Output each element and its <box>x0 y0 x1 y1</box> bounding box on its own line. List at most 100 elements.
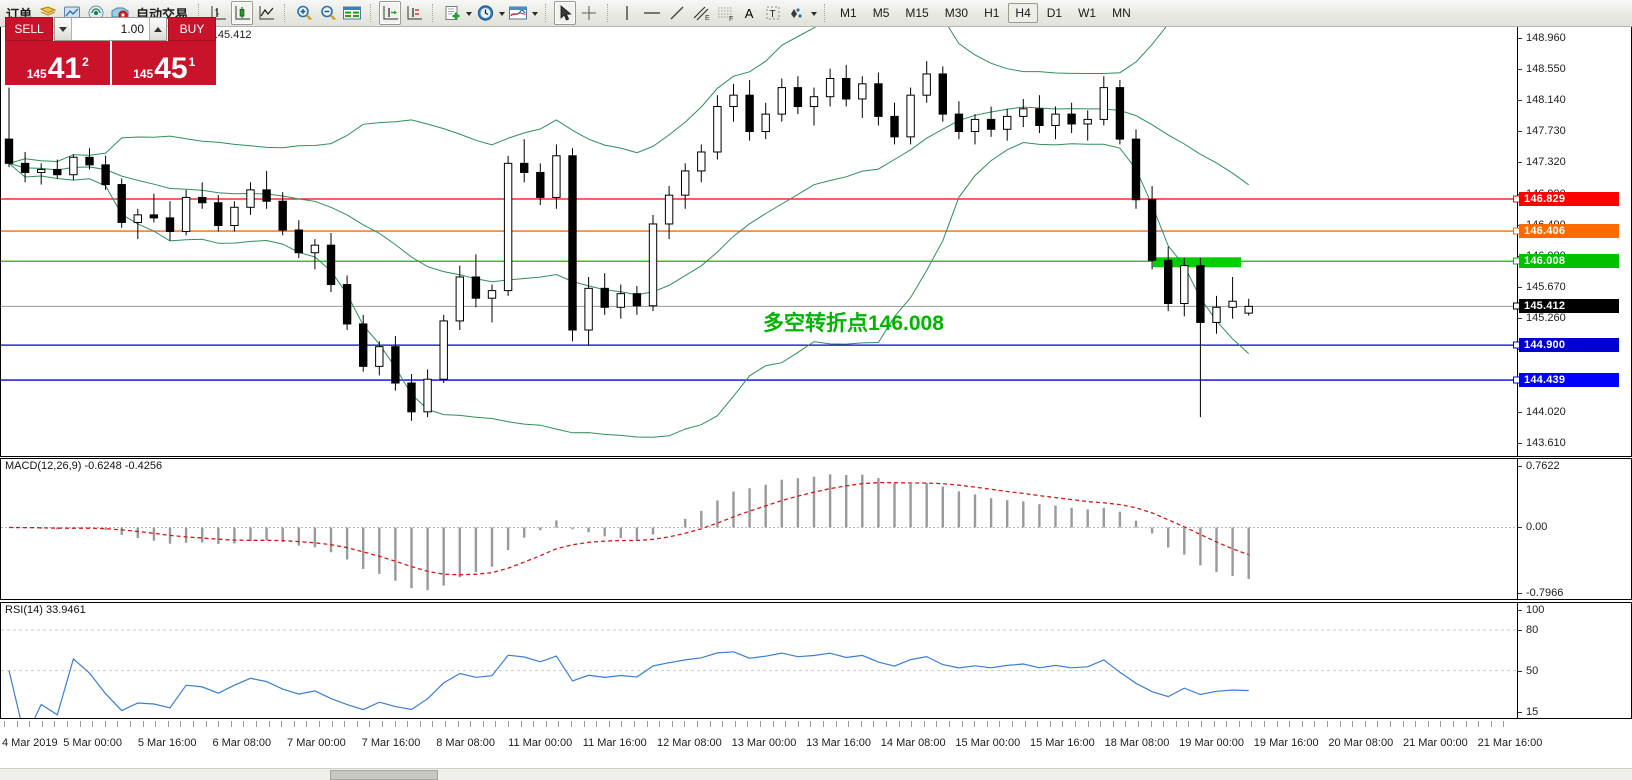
macd-header: MACD(12,26,9) -0.6248 -0.4256 <box>5 460 163 472</box>
time-axis[interactable]: 4 Mar 2019 5 Mar 00:00 5 Mar 16:00 6 Mar 08… <box>0 719 1632 759</box>
hline-icon[interactable] <box>640 1 664 25</box>
zoom-out-icon[interactable] <box>317 1 339 25</box>
price-tick: 143.610 <box>1518 437 1566 449</box>
time-tick <box>646 721 648 727</box>
new-chart-icon[interactable] <box>441 1 463 25</box>
macd-pane[interactable]: MACD(12,26,9) -0.6248 -0.4256 0.7622 0.00… <box>0 458 1632 600</box>
price-tick: 148.960 <box>1518 32 1566 44</box>
data-window-icon[interactable] <box>341 1 363 25</box>
time-label: 18 Mar 08:00 <box>1104 737 1170 749</box>
sell-price-quote[interactable]: 145 41 2 <box>5 41 110 85</box>
timeframe-h1[interactable]: H1 <box>984 6 1000 20</box>
resistance-level-label[interactable]: 146.829 <box>1519 192 1619 207</box>
lot-increase-button[interactable] <box>149 18 166 40</box>
vline-icon[interactable] <box>616 1 638 25</box>
support-level-label-1[interactable]: 144.900 <box>1519 338 1619 353</box>
chevron-down-icon[interactable] <box>530 1 539 25</box>
objects-icon[interactable] <box>786 1 808 25</box>
line-chart-icon[interactable] <box>255 1 277 25</box>
time-tick <box>923 721 925 727</box>
support-level-label-2[interactable]: 144.439 <box>1519 373 1619 388</box>
time-tick <box>936 721 938 727</box>
last-price-label-handle[interactable] <box>1513 302 1520 310</box>
chart-area[interactable]: ▲GBPJPY-,H4 145.323 145.511 145.290 145.… <box>0 27 1632 768</box>
chevron-down-icon[interactable] <box>497 1 506 25</box>
rsi-y-axis[interactable]: 100 80 50 15 <box>1517 603 1631 718</box>
broadcast-icon[interactable] <box>85 1 107 25</box>
time-tick <box>319 721 320 727</box>
price-plot[interactable]: 多空转折点146.008 <box>1 27 1517 456</box>
buy-button[interactable]: BUY <box>168 17 216 41</box>
rsi-pane[interactable]: RSI(14) 33.9461 100 80 50 15 <box>0 602 1632 719</box>
orange-level-label[interactable]: 146.406 <box>1519 224 1619 239</box>
resistance-level-label-handle[interactable] <box>1513 195 1520 203</box>
time-tick <box>1175 721 1177 727</box>
price-pane[interactable]: ▲GBPJPY-,H4 145.323 145.511 145.290 145.… <box>0 27 1632 457</box>
time-label: 13 Mar 00:00 <box>731 737 797 749</box>
time-label: 11 Mar 16:00 <box>582 737 647 749</box>
horizontal-scrollbar[interactable] <box>0 768 1632 780</box>
fibonacci-icon[interactable]: F <box>714 1 736 25</box>
rsi-tick: 15 <box>1518 706 1538 718</box>
rsi-tick: 50 <box>1518 665 1538 677</box>
price-y-axis[interactable]: 148.960148.550148.140147.730147.320146.9… <box>1513 27 1631 456</box>
trendline-icon[interactable] <box>666 1 688 25</box>
macd-plot[interactable] <box>1 459 1517 599</box>
shift-start-icon[interactable] <box>403 1 425 25</box>
orange-level-label-handle[interactable] <box>1513 227 1520 235</box>
svg-text:E: E <box>705 15 710 22</box>
folder-yellow-icon[interactable] <box>37 1 59 25</box>
crosshair-icon[interactable] <box>578 1 600 25</box>
pivot-level-label[interactable]: 146.008 <box>1519 254 1619 269</box>
timeframe-group: M1 M5 M15 M30 H1 H4 D1 W1 MN <box>832 3 1139 23</box>
cursor-icon[interactable] <box>554 1 577 25</box>
time-tick <box>432 721 434 727</box>
time-tick <box>835 721 837 727</box>
text-label-icon[interactable]: A <box>744 5 754 21</box>
support-level-label-2-handle[interactable] <box>1513 376 1520 384</box>
rsi-header: RSI(14) 33.9461 <box>5 604 86 616</box>
last-price-label[interactable]: 145.412 <box>1519 299 1619 314</box>
time-tick <box>785 721 787 727</box>
timeframe-w1[interactable]: W1 <box>1078 6 1097 20</box>
time-tick <box>16 721 18 727</box>
lot-size-input[interactable]: 1.00 <box>120 22 144 36</box>
time-tick <box>268 721 270 727</box>
time-tick <box>142 721 144 727</box>
time-tick <box>130 721 131 727</box>
time-tick <box>1453 721 1454 727</box>
macd-y-axis[interactable]: 0.7622 0.00 -0.7966 <box>1517 459 1631 599</box>
time-tick <box>709 721 711 727</box>
textbox-icon[interactable]: T <box>762 1 784 25</box>
price-tick: 147.730 <box>1518 125 1566 137</box>
time-tick <box>1427 721 1429 727</box>
timeframe-mn[interactable]: MN <box>1112 6 1131 20</box>
time-tick <box>684 721 686 727</box>
scrollbar-thumb[interactable] <box>330 770 438 780</box>
time-tick <box>1314 721 1316 727</box>
time-tick <box>205 721 207 727</box>
timeframe-h4[interactable]: H4 <box>1008 3 1038 23</box>
candlestick-icon[interactable] <box>231 1 254 25</box>
buy-price-quote[interactable]: 145 45 1 <box>109 41 216 85</box>
shift-end-icon[interactable] <box>379 1 402 25</box>
timeframe-d1[interactable]: D1 <box>1046 6 1063 20</box>
sell-button[interactable]: SELL <box>5 17 53 41</box>
indicators-icon[interactable] <box>507 1 529 25</box>
support-level-label-1-handle[interactable] <box>1513 341 1520 349</box>
chevron-down-icon[interactable] <box>809 1 818 25</box>
timeframe-m5[interactable]: M5 <box>872 6 890 20</box>
zoom-in-icon[interactable] <box>293 1 315 25</box>
rsi-plot[interactable] <box>1 603 1517 718</box>
one-click-trading-panel[interactable]: SELL 1.00 BUY 145 41 2 145 45 1 <box>5 17 216 85</box>
pivot-level-label-handle[interactable] <box>1513 257 1520 265</box>
equidistant-channel-icon[interactable]: E <box>690 1 712 25</box>
timeframe-m15[interactable]: M15 <box>905 6 929 20</box>
lot-size-stepper[interactable]: 1.00 <box>54 17 167 41</box>
time-tick <box>79 721 81 727</box>
timeframe-m1[interactable]: M1 <box>840 6 857 20</box>
timeframe-m30[interactable]: M30 <box>944 6 969 20</box>
period-clock-icon[interactable] <box>474 1 496 25</box>
lot-decrease-button[interactable] <box>55 18 72 40</box>
chevron-down-icon[interactable] <box>464 1 473 25</box>
